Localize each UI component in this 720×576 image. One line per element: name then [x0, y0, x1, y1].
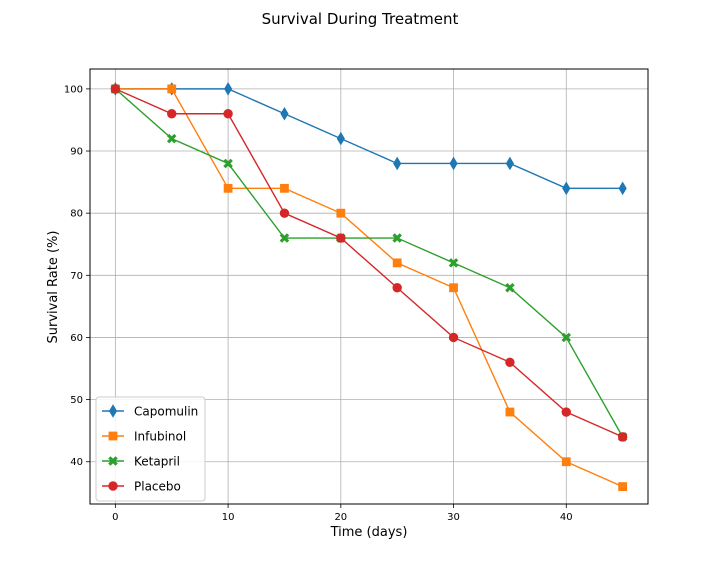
y-tick-label: 50	[70, 395, 83, 406]
y-axis-label: Survival Rate (%)	[46, 231, 61, 344]
ketapril-point	[279, 233, 290, 243]
infubinol-point	[392, 258, 402, 268]
infubinol-point	[336, 208, 346, 218]
ketapril-point	[505, 282, 515, 293]
legend-entry-infubinol: Infubinol	[102, 430, 186, 444]
legend-box	[95, 396, 206, 502]
capomulin-point	[562, 181, 571, 196]
ketapril-point	[561, 332, 572, 343]
legend-entry-capomulin: Capomulin	[102, 404, 198, 419]
ketapril-point	[448, 258, 459, 268]
placebo-point	[110, 84, 121, 94]
legend-label: Capomulin	[134, 405, 198, 419]
infubinol-point	[505, 407, 515, 417]
infubinol-point	[223, 183, 233, 193]
legend-label: Infubinol	[134, 430, 186, 444]
capomulin-point	[618, 181, 627, 196]
placebo-point	[279, 208, 290, 218]
capomulin-point	[393, 156, 402, 171]
legend-marker	[108, 431, 118, 441]
placebo-point	[617, 432, 628, 442]
capomulin-line	[115, 88, 623, 190]
infubinol-point	[449, 283, 458, 293]
legend-entry-ketapril: Ketapril	[102, 455, 180, 469]
ketapril-line	[114, 88, 624, 438]
placebo-point	[223, 109, 233, 119]
legend-marker	[108, 456, 118, 466]
series-lines	[110, 82, 628, 492]
ketapril-point	[223, 158, 233, 169]
capomulin-point	[505, 156, 514, 171]
placebo-line	[115, 88, 623, 438]
legend-marker	[108, 481, 118, 491]
legend-marker	[108, 404, 118, 418]
legend: Capomulin Infubinol Ketapril Placebo	[95, 396, 206, 502]
placebo-series	[110, 84, 628, 442]
infubinol-point	[618, 482, 628, 492]
y-tick-label: 80	[70, 209, 83, 220]
ketapril-point	[392, 233, 402, 243]
legend-label: Placebo	[134, 480, 181, 494]
y-tick-label: 70	[70, 271, 83, 282]
capomulin-point	[280, 106, 289, 121]
ketapril-point	[166, 133, 177, 144]
y-tick-label: 90	[70, 147, 83, 158]
x-tick-label: 0	[112, 512, 118, 523]
capomulin-point	[224, 82, 233, 96]
placebo-point	[505, 357, 515, 368]
capomulin-point	[336, 131, 345, 146]
infubinol-point	[167, 84, 177, 94]
y-tick-label: 60	[70, 333, 83, 344]
infubinol-point	[280, 183, 289, 193]
placebo-point	[392, 283, 402, 293]
x-tick-label: 10	[222, 512, 235, 523]
x-tick-label: 20	[334, 512, 347, 523]
infubinol-point	[561, 457, 571, 467]
y-tick-label: 40	[70, 457, 83, 468]
placebo-point	[561, 407, 571, 417]
plot-frame	[89, 68, 649, 505]
placebo-point	[336, 233, 346, 243]
placebo-point	[167, 109, 177, 119]
capomulin-point	[449, 156, 458, 171]
x-axis-label: Time (days)	[330, 525, 408, 540]
chart-title: Survival During Treatment	[262, 10, 459, 28]
y-tick-label: 100	[64, 84, 83, 95]
legend-entry-placebo: Placebo	[102, 480, 181, 494]
x-tick-label: 40	[560, 512, 573, 523]
placebo-point	[448, 332, 459, 343]
x-tick-label: 30	[447, 512, 460, 523]
legend-label: Ketapril	[134, 455, 180, 469]
axis-ticks: 0 10 20 30 40 40 50 60 70 80 90 100	[64, 84, 573, 523]
